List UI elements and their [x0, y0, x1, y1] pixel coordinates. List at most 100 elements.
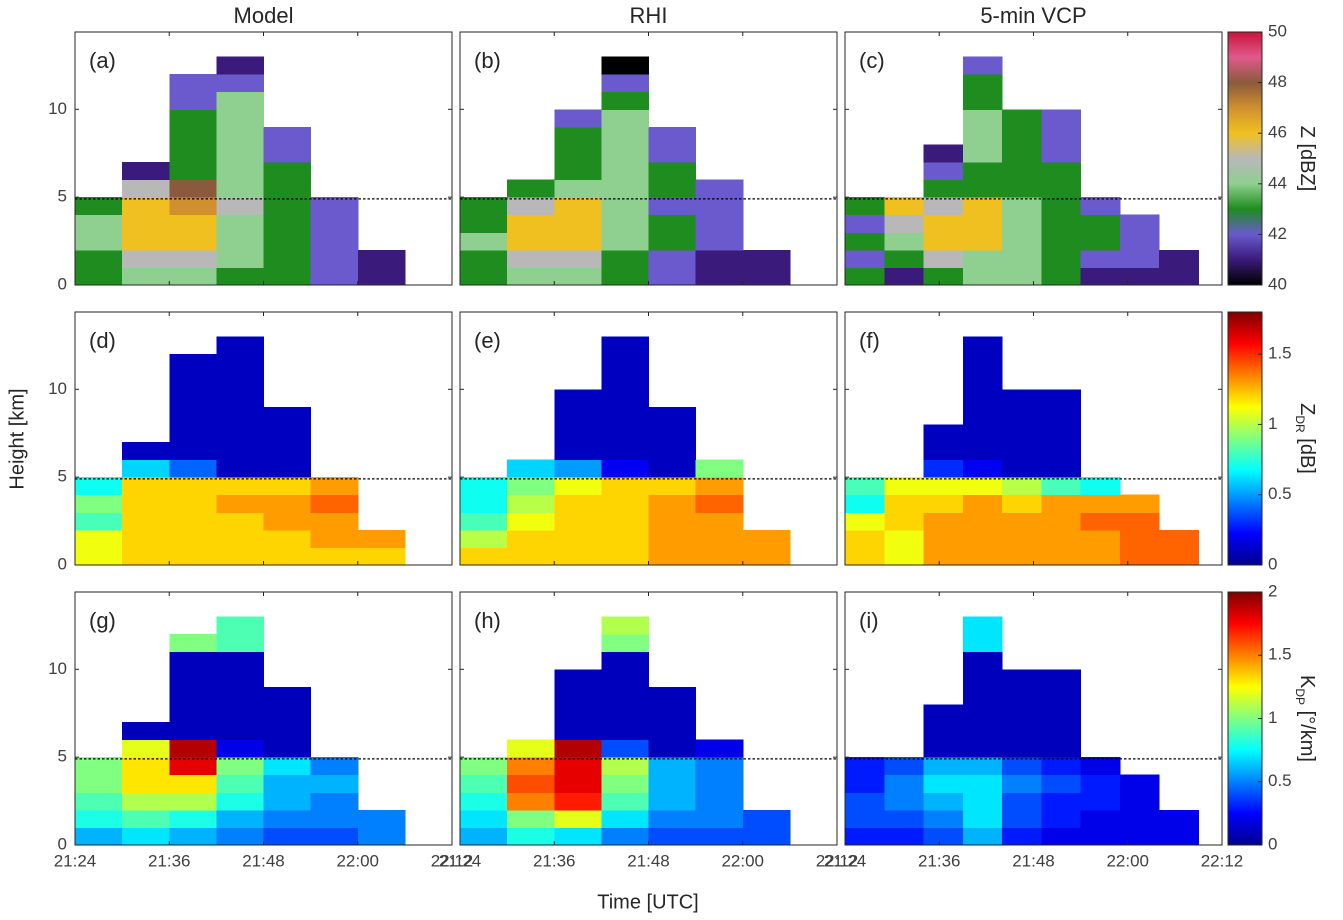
heatmap-cell [1041, 547, 1082, 566]
y-tick-label: 0 [58, 554, 67, 573]
heatmap-cell [601, 827, 649, 846]
heatmap-cell [1080, 529, 1121, 548]
heatmap-cell [1041, 197, 1082, 216]
heatmap-cell [507, 739, 555, 758]
heatmap-cell [554, 722, 602, 741]
heatmap-cell [695, 214, 744, 233]
heatmap-cell [554, 267, 602, 286]
heatmap-cell [263, 739, 312, 758]
heatmap-cell [962, 109, 1003, 128]
panel: 0 5 10 (d) [48, 311, 453, 573]
heatmap-cell [216, 424, 264, 443]
plot-frame [459, 311, 838, 566]
panel: 21:24 21:36 21:48 22:00 22:12 (i) [824, 591, 1243, 870]
heatmap-cell [357, 827, 406, 846]
plot-frame [74, 311, 453, 566]
heatmap-cell [554, 547, 602, 566]
heatmap-cell [216, 336, 264, 355]
heatmap-cell [962, 547, 1003, 566]
heatmap-cell [845, 214, 885, 233]
heatmap-cell [601, 336, 649, 355]
heatmap-cell [75, 529, 123, 548]
heatmap-cell [122, 529, 170, 548]
heatmap-cell [169, 162, 217, 181]
heatmap-cell [263, 406, 312, 425]
heatmap-cell [554, 704, 602, 723]
heatmap-cell [962, 757, 1003, 776]
heatmap-cell [75, 547, 123, 566]
heatmap-cell [1080, 809, 1121, 828]
heatmap-cell [169, 547, 217, 566]
x-tick-label: 22:12 [431, 851, 474, 870]
heatmap-cell [962, 249, 1003, 268]
heatmap-cell [216, 669, 264, 688]
heatmap-cell [554, 669, 602, 688]
heatmap-cell [216, 722, 264, 741]
heatmap-cell [554, 214, 602, 233]
heatmap-cell [263, 529, 312, 548]
heatmap-cell [1080, 512, 1121, 531]
heatmap-cell [601, 126, 649, 145]
heatmap-cell [962, 371, 1003, 390]
heatmap-cell [923, 232, 964, 251]
heatmap-cell [122, 722, 170, 741]
heatmap-cell [1002, 162, 1042, 181]
heatmap-cell [310, 512, 359, 531]
heatmap-cell [648, 704, 697, 723]
heatmap-cell [122, 267, 170, 286]
heatmap-cell [75, 809, 123, 828]
heatmap-cell [1041, 686, 1082, 705]
heatmap-cell [507, 512, 555, 531]
panel-label: (e) [474, 328, 501, 353]
heatmap-cell [1159, 827, 1199, 846]
heatmap-cell [1080, 792, 1121, 811]
heatmap-cell [923, 792, 964, 811]
panel-label: (a) [89, 48, 116, 73]
heatmap-cell [507, 232, 555, 251]
heatmap-cell [263, 267, 312, 286]
panel-label: (c) [859, 48, 885, 73]
heatmap-cell [601, 459, 649, 478]
heatmap-cell [1002, 144, 1042, 163]
heatmap-cell [923, 494, 964, 513]
heatmap-cell [601, 704, 649, 723]
heatmap-cell [122, 179, 170, 198]
panel-label: (i) [859, 608, 879, 633]
heatmap-cell [601, 494, 649, 513]
heatmap-cell [962, 56, 1003, 75]
heatmap-cell [601, 249, 649, 268]
heatmap-cell [923, 774, 964, 793]
heatmap-cell [845, 809, 885, 828]
colorbar-tick-label: 1 [1268, 414, 1277, 433]
heatmap-cell [648, 442, 697, 461]
heatmap-cell [263, 126, 312, 145]
heatmap-cell [695, 232, 744, 251]
heatmap-cell [169, 792, 217, 811]
heatmap-cell [216, 91, 264, 110]
heatmap-cell [357, 249, 406, 268]
heatmap-cell [554, 109, 602, 128]
heatmap-cell [122, 792, 170, 811]
heatmap-cell [216, 389, 264, 408]
heatmap-cell [845, 774, 885, 793]
heatmap-cell [742, 249, 791, 268]
colorbar-tick-label: 48 [1268, 72, 1287, 91]
heatmap-cell [884, 267, 925, 286]
heatmap-cell [1041, 126, 1082, 145]
heatmap-cell [845, 792, 885, 811]
heatmap-cell [169, 144, 217, 163]
heatmap-cell [1080, 774, 1121, 793]
heatmap-cell [1002, 424, 1042, 443]
plot-frame [459, 31, 838, 286]
x-tick-label: 22:12 [816, 851, 859, 870]
heatmap-cell [695, 774, 744, 793]
heatmap-cell [169, 424, 217, 443]
heatmap-cell [1002, 686, 1042, 705]
heatmap-cell [554, 477, 602, 496]
heatmap-cell [1159, 809, 1199, 828]
heatmap-cell [884, 809, 925, 828]
heatmap-cell [460, 232, 508, 251]
heatmap-cell [310, 774, 359, 793]
heatmap-cell [1002, 529, 1042, 548]
heatmap-cell [962, 442, 1003, 461]
